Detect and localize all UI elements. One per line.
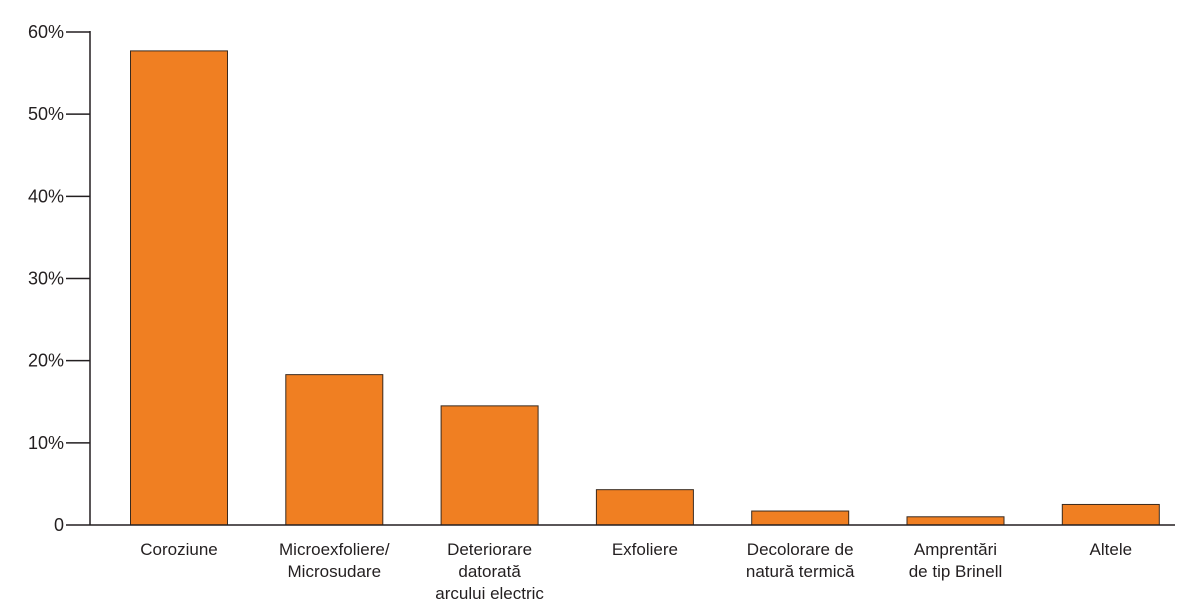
bars	[130, 50, 1160, 526]
bar	[130, 50, 228, 526]
x-category-label-line: Microexfoliere/	[279, 540, 390, 559]
x-category-label: Amprentări de tip Brinell	[909, 540, 1003, 581]
x-category-label-line: Deteriorare	[447, 540, 532, 559]
x-category-label: Altele	[1090, 540, 1133, 559]
x-category-label: Exfoliere	[612, 540, 678, 559]
y-tick-label: 30%	[28, 269, 64, 289]
x-category-label: Deteriorare datorată arcului electric	[435, 540, 544, 603]
x-category-label-line: arcului electric	[435, 584, 544, 603]
x-category-label-line: Decolorare de	[747, 540, 854, 559]
x-category-label-line: Exfoliere	[612, 540, 678, 559]
y-tick-label: 40%	[28, 186, 64, 206]
y-tick-label: 20%	[28, 351, 64, 371]
y-axis: 0 10% 20% 30% 40% 50% 60%	[28, 22, 91, 535]
x-category-label-line: natură termică	[746, 562, 855, 581]
bar	[285, 374, 384, 526]
x-category-label-line: Amprentări	[914, 540, 997, 559]
x-category-label-line: de tip Brinell	[909, 562, 1003, 581]
x-category-label-line: Altele	[1090, 540, 1133, 559]
x-category-label-line: Microsudare	[288, 562, 382, 581]
y-tick-label: 0	[54, 515, 64, 535]
bar	[595, 489, 694, 526]
x-category-label: Coroziune	[140, 540, 218, 559]
bar	[906, 516, 1005, 526]
y-tick-label: 10%	[28, 433, 64, 453]
x-axis: Coroziune Microexfoliere/Microsudare Deter…	[90, 524, 1175, 603]
bar	[751, 510, 850, 526]
x-category-label: Decolorare de natură termică	[746, 540, 855, 581]
x-category-label-line: Coroziune	[140, 540, 218, 559]
bar	[1061, 503, 1160, 526]
y-tick-label: 60%	[28, 22, 64, 42]
bar	[440, 405, 539, 526]
x-category-label: Microexfoliere/Microsudare	[279, 540, 390, 581]
y-tick-label: 50%	[28, 104, 64, 124]
x-category-label-line: datorată	[458, 562, 521, 581]
